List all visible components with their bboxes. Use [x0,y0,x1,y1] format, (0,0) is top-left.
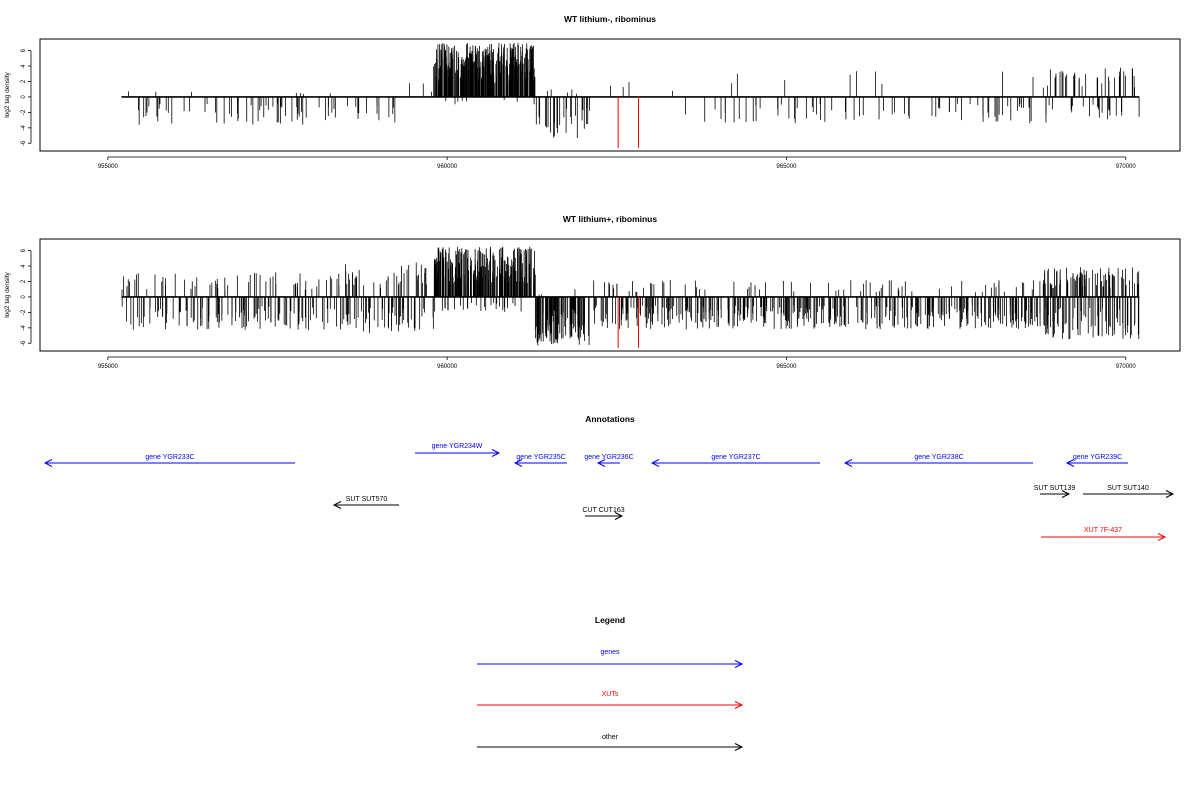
track-panel-lithium-minus: WT lithium-, ribominus log2 tag density … [4,14,1181,170]
legend-entry: XUTs [477,691,744,709]
x-tick-label: 955000 [98,364,119,370]
y-tick-label: 6 [21,248,27,252]
arrow-head [513,459,523,467]
legend-entry: other [477,734,744,751]
feature-label: XUT 7F-437 [1084,527,1122,534]
plot-frame [39,38,1181,152]
axes: 6 4 2 0 -2 -4 -6 955000 960000 965000 970000 [21,48,1136,170]
arrow-head [596,459,606,467]
feature-arrow: XUT 7F-437 [1041,527,1167,541]
y-tick-label: 2 [21,279,27,283]
y-axis-label: log2 tag density [4,71,11,117]
feature-arrow: gene YGR236C [584,454,634,467]
y-tick-label: 6 [21,48,27,52]
feature-label: gene YGR239C [1073,454,1122,461]
feature-label: SUT SUT139 [1034,485,1076,492]
y-tick-label: -6 [21,140,27,146]
annotations-title: Annotations [585,414,635,424]
y-tick-label: -4 [21,325,27,331]
arrow-head [843,459,853,467]
feature-arrow: gene YGR234W [415,443,501,457]
feature-arrow: gene YGR233C [43,454,295,467]
track-panel-lithium-plus: WT lithium+, ribominus log2 tag density … [4,214,1181,370]
feature-label: gene YGR236C [584,454,633,461]
feature-label: gene YGR238C [914,454,963,461]
arrow-head [1065,459,1075,467]
feature-arrow: SUT SUT140 [1083,485,1175,498]
x-tick-label: 965000 [776,364,797,370]
feature-arrow: gene YGR237C [650,454,820,467]
arrow-head [1061,490,1071,498]
legend: Legend genes XUTs other [477,615,744,751]
legend-label: genes [600,649,620,656]
y-tick-label: 0 [21,95,27,99]
bar-group [121,42,1140,148]
legend-title: Legend [595,615,625,625]
arrow-head [614,512,624,520]
x-tick-label: 960000 [437,164,458,170]
y-tick-label: 2 [21,79,27,83]
feature-label: gene YGR233C [145,454,194,461]
plot-frame [39,238,1181,352]
x-tick-label: 955000 [98,164,119,170]
arrow-head [332,501,342,509]
feature-label: gene YGR235C [516,454,565,461]
feature-arrow: SUT SUT570 [332,496,399,509]
arrow-head [734,743,744,751]
arrow-head [43,459,53,467]
arrow-head [1157,533,1167,541]
y-tick-label: 4 [21,264,27,268]
feature-arrow: gene YGR238C [843,454,1033,467]
feature-label: CUT CUT163 [582,507,624,514]
annotations-panel: Annotations gene YGR233C gene YGR234W gene… [43,414,1175,541]
x-tick-label: 960000 [437,364,458,370]
arrow-head [650,459,660,467]
feature-arrow: SUT SUT139 [1034,485,1076,498]
y-tick-label: -2 [21,109,27,115]
feature-label: SUT SUT570 [346,496,388,503]
bar-group [121,246,1140,348]
y-tick-label: 4 [21,64,27,68]
feature-arrow: gene YGR235C [513,454,567,467]
feature-label: SUT SUT140 [1107,485,1149,492]
arrow-head [734,701,744,709]
arrow-head [1165,490,1175,498]
arrow-head [491,449,501,457]
arrow-head [734,660,744,668]
x-tick-label: 970000 [1116,364,1137,370]
feature-label: gene YGR237C [711,454,760,461]
axes: 6 4 2 0 -2 -4 -6 955000 960000 965000 970000 [21,248,1136,370]
panel-title: WT lithium-, ribominus [564,14,656,24]
feature-label: gene YGR234W [432,443,483,450]
y-tick-label: -6 [21,340,27,346]
legend-label: XUTs [602,691,619,698]
y-tick-label: -4 [21,125,27,131]
legend-label: other [602,734,619,741]
y-tick-label: 0 [21,295,27,299]
x-tick-label: 965000 [776,164,797,170]
y-tick-label: -2 [21,309,27,315]
x-tick-label: 970000 [1116,164,1137,170]
legend-entry: genes [477,649,744,668]
feature-arrow: CUT CUT163 [582,507,625,520]
feature-arrow: gene YGR239C [1065,454,1128,467]
y-axis-label: log2 tag density [4,271,11,317]
panel-title: WT lithium+, ribominus [563,214,657,224]
